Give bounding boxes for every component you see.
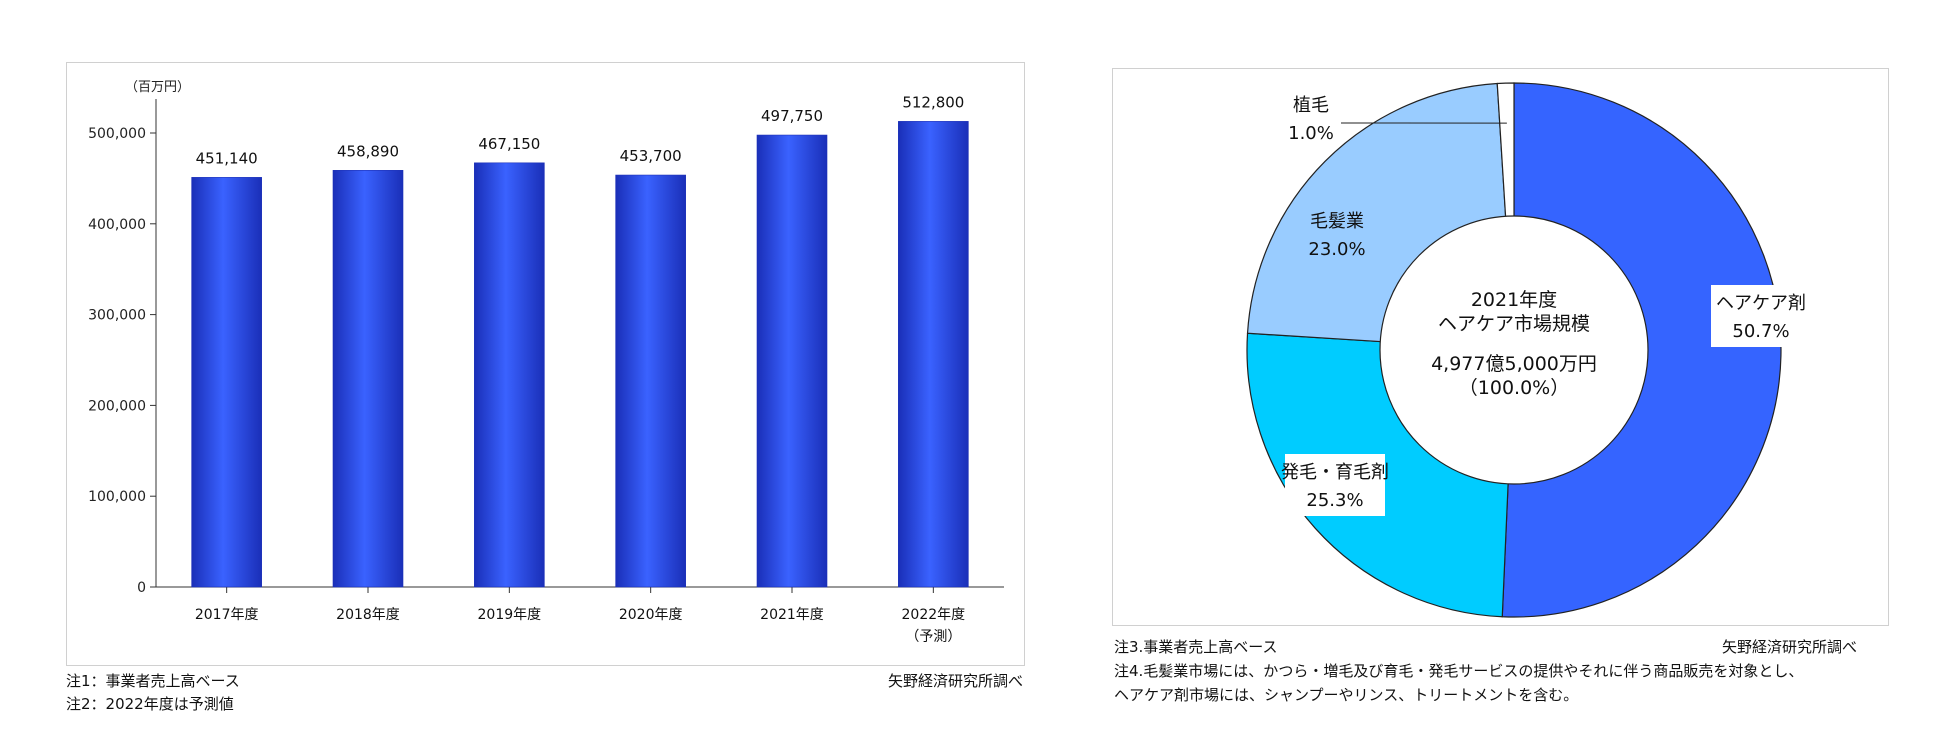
note-4: 注4.毛髪業市場には、かつら・増毛及び育毛・発毛サービスの提供やそれに伴う商品販… bbox=[1114, 662, 1804, 680]
x-category-sublabel: （予測） bbox=[905, 629, 961, 645]
y-tick-label: 0 bbox=[137, 580, 146, 596]
donut-chart-panel: 2021年度 ヘアケア市場規模 4,977億5,000万円 （100.0%） ヘアケア… bbox=[1112, 68, 1889, 626]
y-tick-label: 100,000 bbox=[88, 489, 146, 505]
source-left: 矢野経済研究所調べ bbox=[888, 672, 1024, 690]
bar-value-label: 467,150 bbox=[478, 135, 540, 153]
donut-hole bbox=[1379, 215, 1649, 485]
x-category-label: 2017年度 bbox=[195, 607, 259, 623]
slice-label-box bbox=[1711, 285, 1811, 347]
x-category-label: 2019年度 bbox=[478, 607, 542, 623]
donut-center-text: 4,977億5,000万円 bbox=[1431, 353, 1597, 375]
source-right: 矢野経済研究所調べ bbox=[1722, 638, 1858, 656]
slice-label-box bbox=[1285, 454, 1385, 516]
slice-name-label: 発毛・育毛剤 bbox=[1281, 462, 1389, 483]
bar bbox=[756, 134, 828, 588]
bar-chart: （百万円） 0 100,000 200,000 300,000 400,000 500,0… bbox=[88, 80, 1004, 645]
y-tick-label: 400,000 bbox=[88, 217, 146, 233]
slice-name-label: ヘアケア剤 bbox=[1716, 293, 1806, 314]
note-1: 注1：事業者売上高ベース bbox=[66, 672, 240, 690]
donut-center-text: 2021年度 bbox=[1471, 289, 1557, 311]
bar bbox=[332, 170, 404, 588]
y-tick-label: 300,000 bbox=[88, 308, 146, 324]
note-2: 注2：2022年度は予測値 bbox=[66, 695, 234, 713]
bar-chart-panel: （百万円） 0 100,000 200,000 300,000 400,000 500,0… bbox=[66, 62, 1025, 666]
slice-percent-label: 23.0% bbox=[1308, 239, 1365, 260]
bar-value-label: 497,750 bbox=[761, 107, 823, 125]
bar bbox=[898, 121, 969, 588]
slice-percent-label: 1.0% bbox=[1288, 123, 1334, 144]
x-category-label: 2020年度 bbox=[619, 607, 683, 623]
bar bbox=[615, 174, 686, 588]
note-3: 注3.事業者売上高ベース bbox=[1114, 638, 1278, 656]
slice-name-label: 植毛 bbox=[1293, 95, 1329, 116]
donut-center-text: （100.0%） bbox=[1459, 377, 1569, 399]
x-category-label: 2021年度 bbox=[760, 607, 824, 623]
y-tick-label: 500,000 bbox=[88, 126, 146, 142]
bar-value-label: 458,890 bbox=[337, 142, 399, 160]
x-category-label: 2022年度 bbox=[902, 607, 966, 623]
bar-value-label: 451,140 bbox=[196, 149, 258, 167]
bar bbox=[474, 162, 545, 588]
x-category-label: 2018年度 bbox=[336, 607, 400, 623]
bar-value-label: 512,800 bbox=[902, 93, 964, 111]
bar bbox=[191, 177, 262, 588]
slice-percent-label: 50.7% bbox=[1732, 321, 1789, 342]
slice-percent-label: 25.3% bbox=[1306, 490, 1363, 511]
slice-name-label: 毛髪業 bbox=[1310, 210, 1364, 232]
y-tick-label: 200,000 bbox=[88, 398, 146, 414]
donut-center-text: ヘアケア市場規模 bbox=[1438, 313, 1590, 335]
note-4-continued: ヘアケア剤市場には、シャンプーやリンス、トリートメントを含む。 bbox=[1114, 686, 1579, 704]
bar-value-label: 453,700 bbox=[620, 147, 682, 165]
y-unit-label: （百万円） bbox=[125, 80, 190, 95]
